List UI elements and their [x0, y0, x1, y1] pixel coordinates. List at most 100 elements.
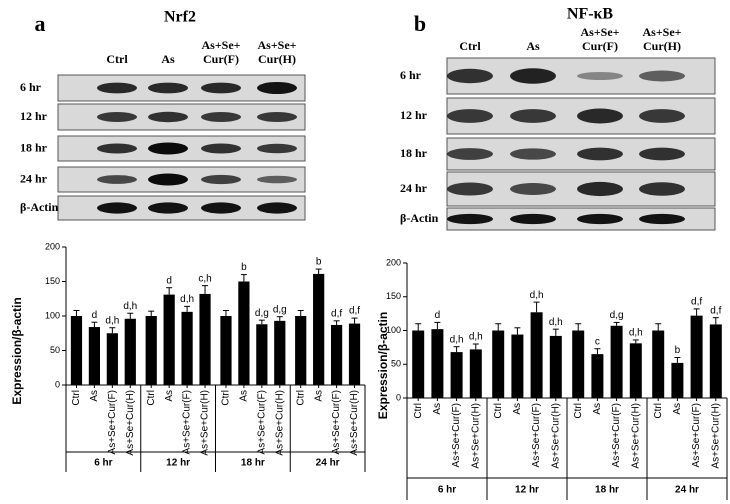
significance-label: d,g — [610, 310, 624, 321]
x-tick-label: Ctrl — [71, 390, 82, 406]
blot-band — [148, 111, 188, 123]
blot-row-label: 24 hr — [20, 171, 48, 185]
significance-label: d,f — [331, 308, 342, 319]
lane-label: Cur(F) — [582, 39, 618, 53]
blot-band — [577, 71, 623, 81]
blot-band — [201, 112, 241, 122]
blot-band — [447, 68, 493, 84]
lane-label: As+Se+ — [580, 25, 619, 39]
blot-band — [97, 143, 137, 154]
blot-band — [201, 143, 241, 154]
bar — [256, 324, 268, 385]
x-tick-label: As+Se+Cur(F) — [691, 403, 702, 467]
y-tick-label: 200 — [386, 257, 401, 267]
x-tick-label: As — [512, 403, 523, 415]
significance-label: d,g — [273, 304, 287, 315]
x-tick-label: As+Se+Cur(H) — [200, 390, 211, 456]
y-tick-label: 200 — [45, 241, 60, 251]
bar — [124, 318, 136, 385]
lane-label: As+Se+ — [642, 25, 681, 39]
blot-band — [510, 148, 556, 160]
blot-band — [577, 108, 623, 124]
y-tick-label: 150 — [45, 276, 60, 286]
lane-label: As+Se+ — [257, 38, 296, 52]
blot-band — [577, 181, 623, 197]
x-tick-label: As+Se+Cur(F) — [531, 403, 542, 467]
blot-row-label: 6 hr — [400, 68, 422, 82]
significance-label: d — [92, 310, 98, 321]
blot-band — [510, 109, 556, 123]
blot-band — [201, 202, 241, 214]
lane-label: As — [526, 39, 540, 53]
x-tick-label: As — [164, 390, 175, 402]
x-tick-label: As — [239, 390, 250, 402]
x-tick-label: As — [313, 390, 324, 402]
bar — [492, 330, 505, 398]
bar — [530, 312, 543, 398]
x-tick-label: As+Se+Cur(F) — [331, 390, 342, 454]
panel-letter: b — [414, 11, 426, 36]
blot-title: NF-κB — [567, 6, 614, 23]
y-tick-label: 50 — [391, 359, 401, 369]
significance-label: b — [241, 262, 247, 273]
blot-band — [447, 182, 493, 196]
significance-label: c,h — [198, 273, 211, 284]
bar — [610, 325, 623, 398]
bar — [106, 333, 118, 385]
bar — [671, 362, 684, 398]
x-tick-label: Ctrl — [413, 403, 424, 419]
significance-label: d,h — [450, 334, 464, 345]
bar — [412, 330, 425, 398]
significance-label: d,h — [530, 290, 544, 301]
bar — [295, 316, 307, 385]
y-tick-label: 0 — [55, 379, 60, 389]
y-tick-label: 0 — [396, 392, 401, 402]
bar — [469, 349, 482, 398]
significance-label: b — [675, 345, 681, 356]
group-label: 24 hr — [316, 458, 340, 469]
significance-label: d,h — [180, 294, 194, 305]
bar — [274, 320, 286, 385]
significance-label: d,h — [629, 328, 643, 339]
x-tick-label: As — [89, 390, 100, 402]
x-tick-label: As+Se+Cur(H) — [349, 390, 360, 456]
bar — [145, 316, 157, 385]
group-label: 18 hr — [241, 458, 265, 469]
lane-label: Cur(F) — [203, 52, 239, 66]
y-tick-label: 50 — [50, 345, 60, 355]
y-axis-label: Expression/β-actin — [376, 312, 390, 419]
significance-label: d,h — [469, 332, 483, 343]
blot-band — [97, 112, 137, 122]
blot-band — [201, 174, 241, 185]
x-tick-label: As+Se+Cur(H) — [630, 403, 641, 469]
bar — [220, 316, 232, 385]
blot-band — [148, 202, 188, 214]
blot-band — [577, 213, 623, 225]
significance-label: d,h — [105, 315, 119, 326]
significance-label: d,g — [255, 308, 269, 319]
x-tick-label: Ctrl — [653, 403, 664, 419]
significance-label: d — [166, 275, 172, 286]
lane-label: As+Se+ — [201, 38, 240, 52]
significance-label: d — [435, 310, 441, 321]
bar — [511, 334, 524, 398]
x-tick-label: As+Se+Cur(H) — [710, 403, 721, 469]
x-tick-label: As — [432, 403, 443, 415]
blot-band — [97, 82, 137, 94]
blot-band — [257, 202, 297, 214]
significance-label: b — [316, 257, 322, 268]
x-tick-label: As+Se+Cur(H) — [274, 390, 285, 456]
blot-band — [510, 183, 556, 195]
bar — [199, 293, 211, 385]
blot-row-label: 18 hr — [400, 146, 428, 160]
x-tick-label: As+Se+Cur(H) — [125, 390, 136, 456]
blot-band — [148, 173, 188, 186]
x-tick-label: As+Se+Cur(H) — [550, 403, 561, 469]
group-label: 12 hr — [515, 485, 539, 496]
blot-band — [510, 68, 556, 84]
y-tick-label: 100 — [45, 310, 60, 320]
bar — [591, 354, 604, 398]
bar — [629, 343, 642, 398]
